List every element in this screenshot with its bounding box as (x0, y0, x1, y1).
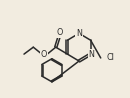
Text: N: N (89, 50, 94, 59)
Text: O: O (41, 50, 47, 59)
Text: N: N (76, 29, 82, 38)
Text: O: O (56, 28, 63, 37)
Text: Cl: Cl (107, 54, 115, 62)
